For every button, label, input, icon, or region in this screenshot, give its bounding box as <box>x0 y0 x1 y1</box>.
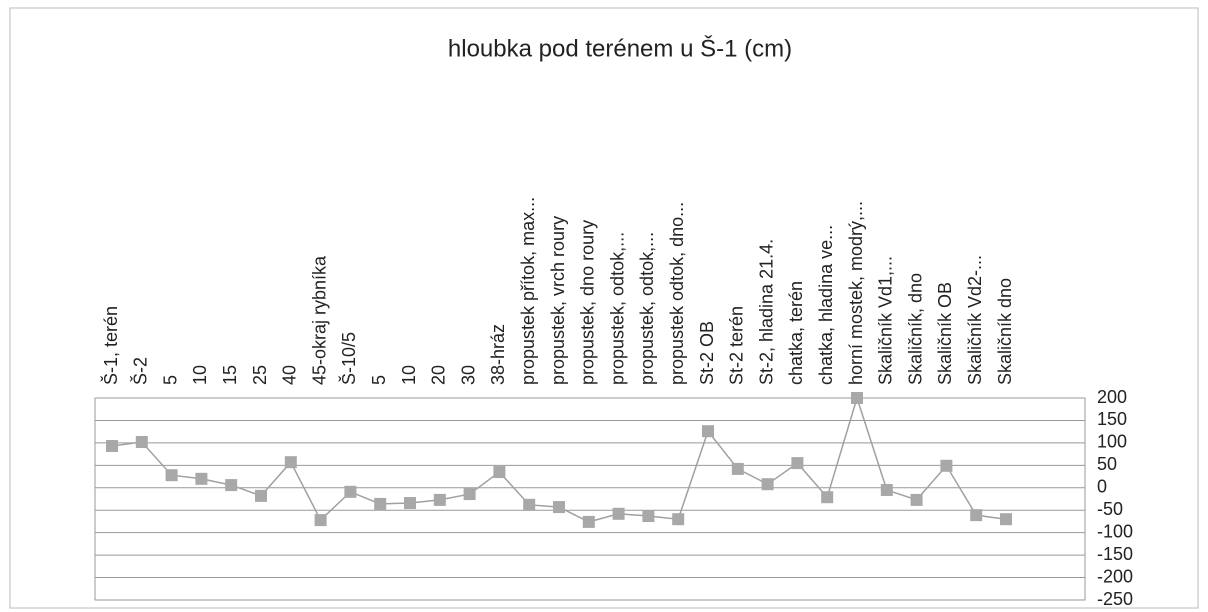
y-tick-label: 200 <box>1097 387 1127 407</box>
marker <box>910 493 923 506</box>
y-tick-label: 50 <box>1097 454 1117 474</box>
y-tick-label: -50 <box>1097 499 1123 519</box>
marker <box>344 485 357 498</box>
x-tick-label: 5 <box>369 375 389 385</box>
x-tick-label: 10 <box>399 365 419 385</box>
y-tick-label: -150 <box>1097 544 1133 564</box>
marker <box>255 489 267 502</box>
marker <box>463 488 476 501</box>
x-tick-label: St-2 terén <box>727 306 747 385</box>
x-tick-label: Skaličník Vd1,... <box>876 256 896 385</box>
x-tick-label: propustek, odtok,... <box>607 232 627 385</box>
x-tick-label: 38-hráz <box>488 324 508 385</box>
marker <box>702 425 714 438</box>
marker <box>225 479 238 492</box>
x-tick-label: chatka, terén <box>786 281 806 385</box>
x-tick-label: 30 <box>458 365 478 385</box>
plot-area <box>94 397 1086 601</box>
marker <box>284 456 297 469</box>
x-tick-label: Skaličník Vd2-... <box>965 255 985 385</box>
marker <box>135 435 148 448</box>
marker <box>523 498 536 511</box>
x-tick-label: propustek odtok, dno... <box>667 202 687 385</box>
frame <box>9 7 1199 609</box>
x-tick-label: 25 <box>250 365 270 385</box>
marker <box>314 514 327 527</box>
marker <box>493 466 506 479</box>
marker <box>106 440 118 453</box>
x-tick-label: Š-2 <box>130 357 151 385</box>
x-tick-label: St-2 OB <box>697 321 717 385</box>
y-tick-label: 100 <box>1097 432 1127 452</box>
marker <box>195 472 208 485</box>
y-tick-label: 0 <box>1097 477 1107 497</box>
x-tick-label: propustek, vrch roury <box>548 216 568 385</box>
x-tick-label: horní mostek, modrý,... <box>846 201 866 385</box>
marker <box>731 462 744 475</box>
x-tick-label: 10 <box>190 365 210 385</box>
marker <box>851 392 863 404</box>
x-tick-label: propustek přítok, max... <box>518 197 538 385</box>
marker <box>582 515 595 528</box>
marker <box>433 493 446 506</box>
marker <box>791 457 804 470</box>
y-tick-label: -250 <box>1097 589 1133 609</box>
marker <box>880 484 893 497</box>
y-tick-label: -200 <box>1097 566 1133 586</box>
x-tick-label: Š-1, terén <box>100 306 121 385</box>
x-tick-label: Skaličník OB <box>935 282 955 385</box>
x-tick-label: 40 <box>280 365 300 385</box>
marker <box>612 507 625 520</box>
marker <box>553 501 565 514</box>
marker <box>404 497 416 510</box>
y-tick-label: 150 <box>1097 409 1127 429</box>
x-tick-label: 15 <box>220 365 240 385</box>
marker <box>970 509 983 522</box>
marker <box>165 469 178 482</box>
x-tick-label: chatka, hladina ve... <box>816 225 836 385</box>
marker <box>672 513 685 526</box>
marker <box>1000 513 1012 526</box>
x-tick-label: 5 <box>160 375 180 385</box>
marker <box>821 491 834 504</box>
x-tick-label: propustek, odtok,... <box>637 232 657 385</box>
x-tick-label: Š-10/5 <box>338 332 359 385</box>
marker <box>940 459 953 472</box>
x-tick-label: propustek, dno roury <box>578 220 598 385</box>
x-tick-label: Skaličník dno <box>995 278 1015 385</box>
marker <box>642 510 655 523</box>
y-tick-label: -100 <box>1097 521 1133 541</box>
x-tick-label: St-2, hladina 21.4. <box>756 239 776 385</box>
chart-title: hloubka pod terénem u Š-1 (cm) <box>448 34 792 62</box>
x-tick-label: 20 <box>429 365 449 385</box>
x-tick-label: 45-okraj rybníka <box>309 255 329 385</box>
x-tick-label: Skaličník, dno <box>905 273 925 385</box>
marker <box>374 497 387 510</box>
marker <box>761 478 774 491</box>
